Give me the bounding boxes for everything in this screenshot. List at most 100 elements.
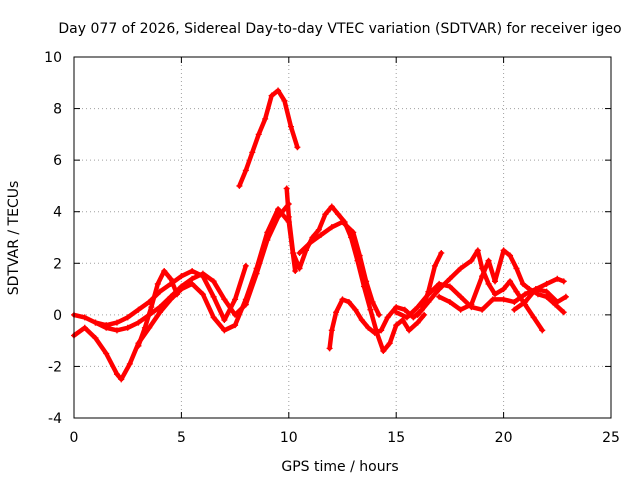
data-point-marker [135,342,142,349]
data-point-marker [296,249,303,256]
data-point-marker [393,304,400,311]
data-point-marker [384,314,391,321]
data-point-marker [328,203,335,210]
satellite-track-series [414,247,546,334]
data-point-marker [178,283,185,290]
data-point-marker [365,324,372,331]
data-point-marker [507,252,514,259]
data-point-marker [154,280,161,287]
data-point-marker [328,327,335,334]
data-point-marker [479,306,486,313]
data-point-marker [103,350,110,357]
satellite-track-series [393,275,567,321]
data-point-marker [457,306,464,313]
data-point-marker [522,291,529,298]
data-point-marker [393,309,400,316]
data-point-marker [328,224,335,231]
data-point-marker [479,273,486,280]
data-point-marker [562,293,569,300]
data-point-marker [356,252,363,259]
series-trace-line [512,286,569,312]
satellite-track-series [283,185,428,354]
data-point-marker [438,249,445,256]
data-point-marker [307,239,314,246]
y-tick-label: 2 [53,256,62,272]
data-point-marker [118,376,125,383]
data-point-marker [268,92,275,99]
data-point-marker [363,278,370,285]
data-point-marker [414,311,421,318]
data-point-marker [421,311,428,318]
y-tick-label: -2 [48,359,62,375]
y-tick-label: 4 [53,205,62,221]
data-point-marker [113,327,120,334]
data-point-marker [350,229,357,236]
data-point-marker [210,314,217,321]
data-point-marker [500,296,507,303]
data-point-marker [554,298,561,305]
series-trace-line [93,201,292,333]
satellite-track-series [236,87,301,189]
y-tick-label: 10 [44,50,62,66]
data-point-marker [489,296,496,303]
data-point-marker [292,268,299,275]
data-point-marker [403,314,410,321]
data-point-marker [485,280,492,287]
data-point-marker [262,115,269,122]
data-point-marker [474,247,481,254]
data-point-marker [81,314,88,321]
data-point-marker [221,317,228,324]
data-point-marker [135,319,142,326]
data-point-marker [339,219,346,226]
data-point-marker [519,280,526,287]
data-point-marker [399,317,406,324]
data-point-marker [167,275,174,282]
data-point-marker [513,288,520,295]
data-point-marker [378,327,385,334]
data-point-marker [457,265,464,272]
data-point-marker [410,314,417,321]
data-point-marker [199,291,206,298]
data-point-marker [275,213,282,220]
data-point-marker [174,291,181,298]
y-tick-label: 0 [53,308,62,324]
data-point-marker [534,291,541,298]
y-tick-label: 8 [53,102,62,118]
x-tick-label: 10 [280,430,298,446]
data-point-marker [358,317,365,324]
data-point-marker [369,298,376,305]
series-trace-line [415,248,545,333]
chart-title: Day 077 of 2026, Sidereal Day-to-day VTE… [58,21,621,37]
data-point-marker [167,293,174,300]
satellite-track-series [511,286,569,313]
data-point-marker [242,262,249,269]
data-point-marker [446,298,453,305]
data-point-marker [376,311,383,318]
data-point-marker [380,347,387,354]
data-point-marker [530,314,537,321]
data-point-marker [275,87,282,94]
data-point-marker [326,345,333,352]
data-point-marker [468,257,475,264]
data-point-marker [468,301,475,308]
data-point-marker [189,280,196,287]
data-point-marker [511,298,518,305]
data-point-marker [232,322,239,329]
data-point-marker [264,237,271,244]
data-point-marker [135,306,142,313]
data-point-marker [560,278,567,285]
series-trace-line [237,88,300,189]
data-point-marker [436,280,443,287]
data-point-marker [92,319,99,326]
data-point-marker [126,360,133,367]
x-tick-label: 15 [387,430,405,446]
data-point-marker [335,211,342,218]
data-point-marker [414,304,421,311]
satellite-track-series [92,200,292,334]
data-point-marker [221,327,228,334]
data-point-marker [371,329,378,336]
data-point-marker [436,286,443,293]
data-point-marker [554,275,561,282]
y-tick-label: 6 [53,153,62,169]
data-point-marker [161,268,168,275]
